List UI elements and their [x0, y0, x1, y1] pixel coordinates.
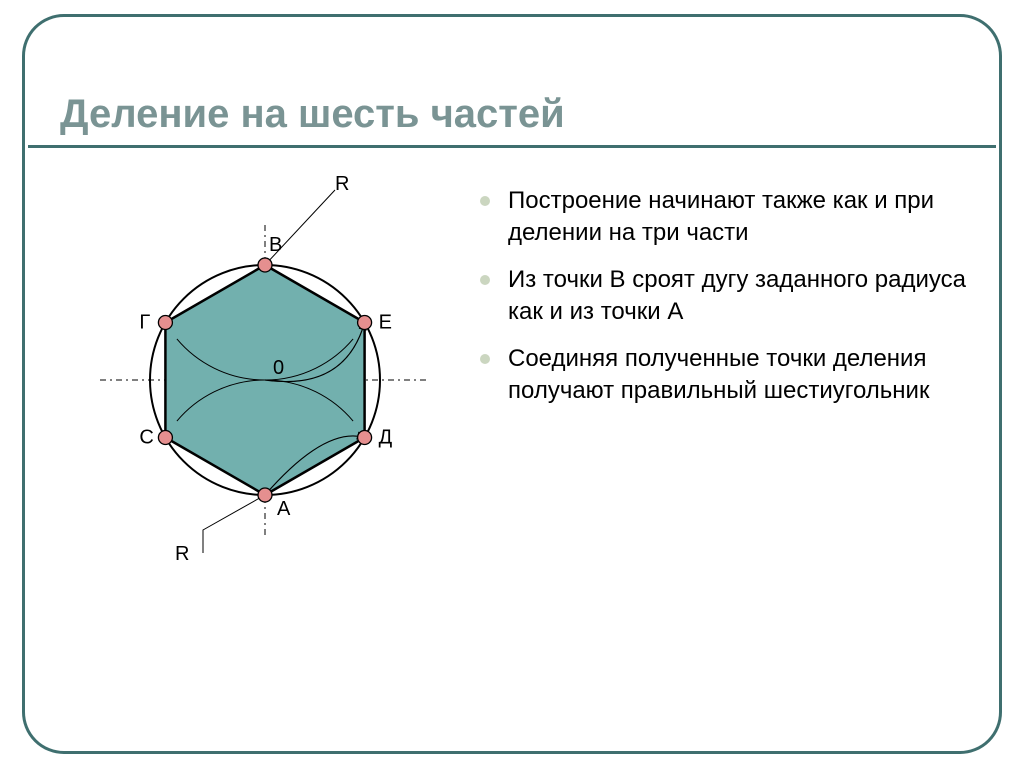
svg-text:R: R: [175, 543, 189, 565]
bullet-icon: [480, 275, 490, 285]
bullet-text: Соединяя полученные точки деления получа…: [508, 343, 980, 408]
svg-text:0: 0: [273, 357, 284, 379]
svg-text:А: А: [277, 498, 291, 520]
svg-text:Д: Д: [379, 427, 393, 449]
bullet-list: Построение начинают также как и при деле…: [480, 185, 980, 421]
title-underline: [28, 145, 996, 148]
svg-text:R: R: [335, 173, 349, 195]
svg-text:В: В: [269, 234, 282, 256]
list-item: Соединяя полученные точки деления получа…: [480, 343, 980, 408]
page-title: Деление на шесть частей: [60, 92, 565, 137]
diagram-container: В Е Д А С Г 0 R R: [55, 160, 455, 580]
bullet-icon: [480, 196, 490, 206]
bullet-text: Из точки В сроят дугу заданного радиуса …: [508, 264, 980, 329]
list-item: Построение начинают также как и при деле…: [480, 185, 980, 250]
content-area: В Е Д А С Г 0 R R Построение начинают также как …: [0, 160, 1024, 740]
svg-text:Г: Г: [139, 312, 150, 334]
bullet-text: Построение начинают также как и при деле…: [508, 185, 980, 250]
bullet-icon: [480, 354, 490, 364]
svg-text:С: С: [139, 427, 153, 449]
svg-text:Е: Е: [379, 312, 392, 334]
list-item: Из точки В сроят дугу заданного радиуса …: [480, 264, 980, 329]
hexagon-diagram: В Е Д А С Г 0 R R: [55, 160, 455, 580]
